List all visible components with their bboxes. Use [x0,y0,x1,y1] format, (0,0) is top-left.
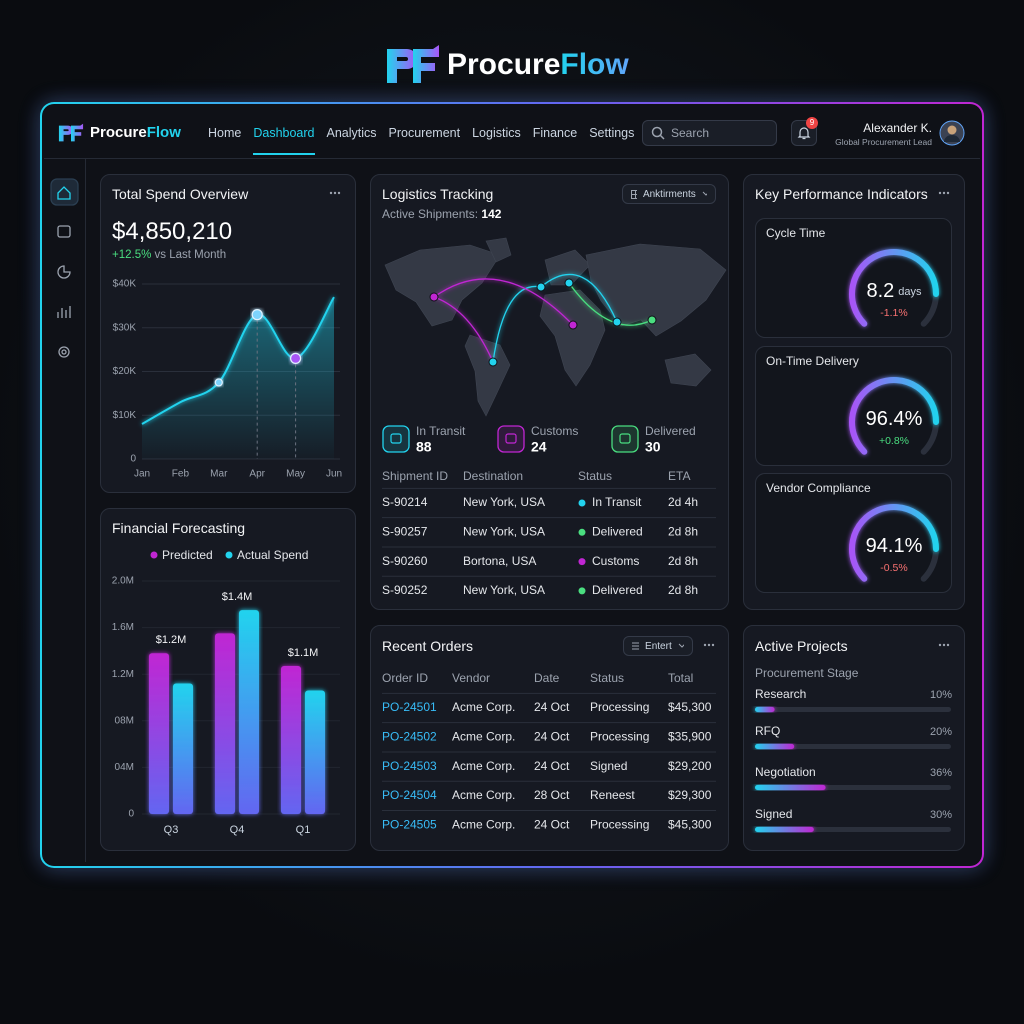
bell-icon [797,127,811,140]
orders-card [370,625,729,851]
spend-change: +12.5% [112,249,152,261]
filter-label: Anktirments [642,188,696,200]
card-title: Logistics Tracking [382,186,494,202]
filter-icon [631,189,637,199]
chevron [678,643,684,648]
active-shipments-count: 142 [481,207,502,221]
logo-icon [387,45,439,83]
active-shipments-label: Active Shipments: [382,207,479,221]
nav-brand[interactable]: ProcureFlow [90,124,181,141]
shipments-filter[interactable]: Anktirments [622,184,716,204]
filter-icon [632,642,640,650]
nav-menu: Home Dashboard Analytics Procurement Logisti… [208,126,634,155]
projects-card [743,625,965,851]
chevron [702,191,707,196]
forecast-card [100,508,356,851]
search-box[interactable]: Search [642,120,777,146]
kpi-tile [755,218,952,338]
user-name[interactable]: Alexander K. [863,121,932,135]
brand-accent: Flow [560,48,629,81]
brand-accent: Flow [146,124,181,141]
user-role: Global Procurement Lead [835,137,932,147]
notification-badge: 9 [806,117,818,129]
spend-change-note: vs Last Month [154,249,227,261]
user-avatar[interactable] [939,120,965,146]
brand-name: Procure [447,48,561,81]
card-title: Financial Forecasting [112,520,246,536]
nav-divider [44,158,980,159]
nav-item[interactable]: Home [208,126,242,140]
orders-filter[interactable]: Entert [623,636,693,656]
card-title: Recent Orders [382,638,474,654]
nav-item[interactable]: Logistics [472,126,521,140]
card-title: Key Performance Indicators [755,186,928,202]
card-subtitle: Procurement Stage [755,666,859,680]
nav-item[interactable]: Procurement [388,126,461,140]
kpi-tile [755,473,952,593]
spend-total: $4,850,210 [112,218,233,245]
brand-name: Procure [90,124,147,141]
logistics-card [370,174,729,610]
nav-item[interactable]: Dashboard [253,126,315,155]
card-title: Active Projects [755,638,848,654]
search-icon [651,126,665,140]
nav-item[interactable]: Settings [589,126,635,140]
app-title: ProcureFlow [447,48,629,82]
search-placeholder: Search [671,126,710,140]
sidebar [44,159,86,862]
kpi-tile [755,346,952,466]
card-title: Total Spend Overview [112,186,249,202]
nav-item[interactable]: Finance [532,126,578,140]
filter-label: Entert [645,640,672,652]
nav-logo-icon [58,123,84,142]
nav-item[interactable]: Analytics [326,126,377,140]
